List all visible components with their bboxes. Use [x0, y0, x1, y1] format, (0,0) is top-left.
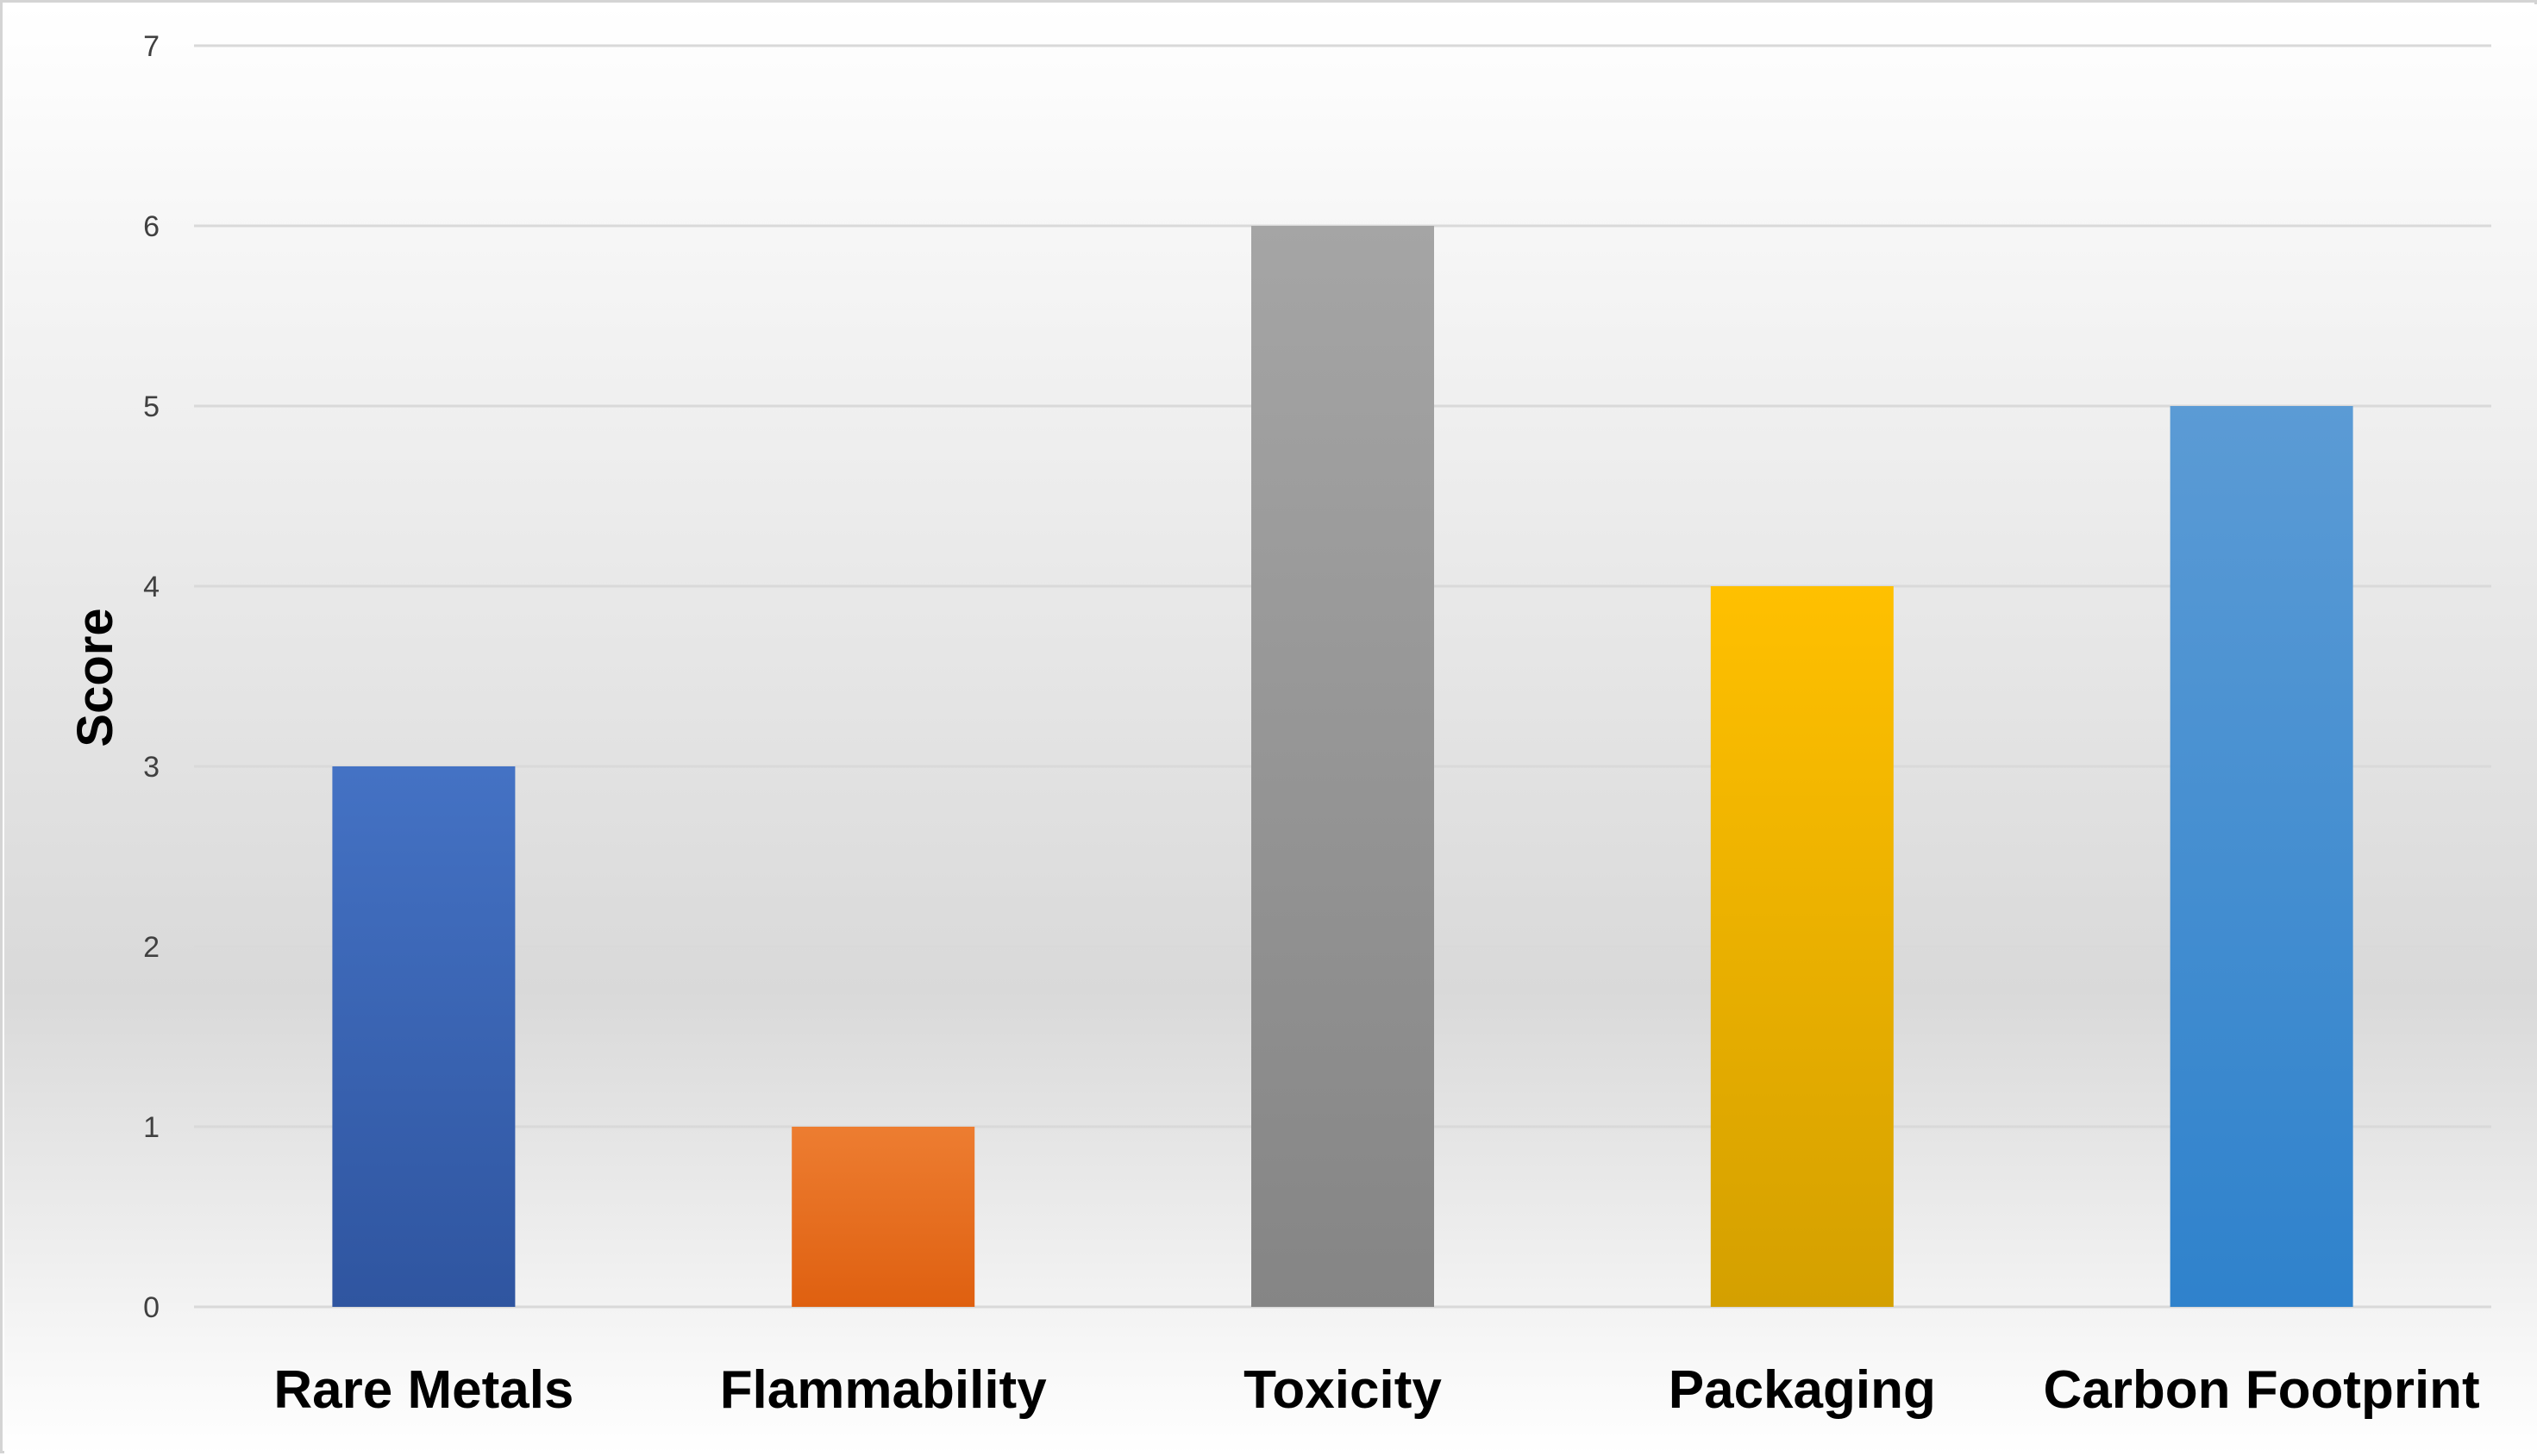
bar-packaging [1710, 586, 1894, 1307]
y-tick-label: 7 [143, 30, 160, 63]
y-tick-label: 2 [143, 931, 160, 964]
bar-flammability [792, 1127, 975, 1307]
y-tick-label: 1 [143, 1111, 160, 1144]
x-category-label: Carbon Footprint [2043, 1360, 2479, 1420]
y-tick-label: 4 [143, 571, 160, 603]
x-axis-labels: Rare Metals Flammability Toxicity Packaging… [273, 1360, 2479, 1420]
y-tick-label: 0 [143, 1291, 160, 1324]
x-category-label: Toxicity [1243, 1360, 1442, 1420]
y-tick-label: 6 [143, 210, 160, 243]
bars [332, 226, 2353, 1307]
x-category-label: Packaging [1669, 1360, 1936, 1420]
y-tick-label: 3 [143, 751, 160, 784]
y-axis-title: Score [67, 608, 123, 747]
x-category-label: Rare Metals [273, 1360, 573, 1420]
x-category-label: Flammability [720, 1360, 1048, 1420]
y-axis-ticks: 0 1 2 3 4 5 6 7 [143, 30, 160, 1324]
y-tick-label: 5 [143, 391, 160, 423]
bar-toxicity [1251, 226, 1434, 1307]
bar-rare-metals [332, 766, 516, 1307]
bar-carbon-footprint [2170, 406, 2353, 1307]
bar-chart: 0 1 2 3 4 5 6 7 Rare Metals Flammability Toxicity… [4, 4, 2537, 1454]
